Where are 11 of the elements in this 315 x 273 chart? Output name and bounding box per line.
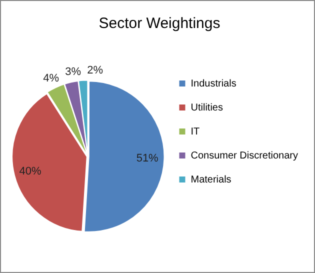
- legend-label: Materials: [190, 174, 232, 186]
- data-label: 4%: [43, 72, 60, 84]
- data-label: 40%: [19, 165, 42, 178]
- legend-label: Consumer Discretionary: [190, 150, 298, 162]
- chart-title: Sector Weightings: [98, 15, 220, 32]
- data-label: 2%: [87, 64, 104, 76]
- data-label: 51%: [136, 152, 159, 164]
- data-label: 3%: [65, 66, 82, 78]
- legend-label: IT: [190, 126, 200, 138]
- legend-label: Utilities: [190, 102, 223, 114]
- legend-label: Industrials: [190, 78, 236, 90]
